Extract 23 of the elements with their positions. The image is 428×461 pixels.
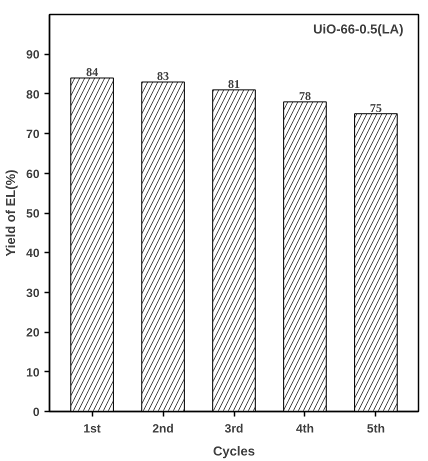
annotation: UiO-66-0.5(LA) [313, 22, 404, 36]
y-tick-label: 90 [26, 48, 40, 62]
data-label: 83 [157, 68, 170, 83]
x-axis-title: Cycles [213, 444, 255, 458]
data-label: 84 [86, 65, 98, 80]
x-tick-label: 1st [83, 422, 101, 436]
y-tick-label: 30 [26, 286, 40, 300]
data-label: 78 [298, 88, 311, 103]
x-tick-label: 4th [296, 422, 314, 436]
y-tick-label: 0 [32, 405, 40, 419]
x-tick-label: 5th [366, 422, 385, 436]
data-label: 81 [228, 76, 240, 91]
y-tick-label: 20 [26, 326, 40, 340]
y-tick-label: 50 [26, 206, 40, 220]
data-label: 75 [370, 100, 382, 115]
y-tick-label: 70 [26, 127, 40, 142]
y-tick-label: 10 [26, 365, 40, 380]
x-tick-label: 2nd [152, 422, 174, 436]
y-tick-label: 60 [26, 166, 40, 181]
x-tick-label: 3rd [224, 422, 244, 436]
y-axis-title: Yield of EL(%) [3, 170, 18, 256]
y-tick-label: 40 [26, 246, 40, 260]
y-tick-label: 80 [26, 87, 40, 102]
